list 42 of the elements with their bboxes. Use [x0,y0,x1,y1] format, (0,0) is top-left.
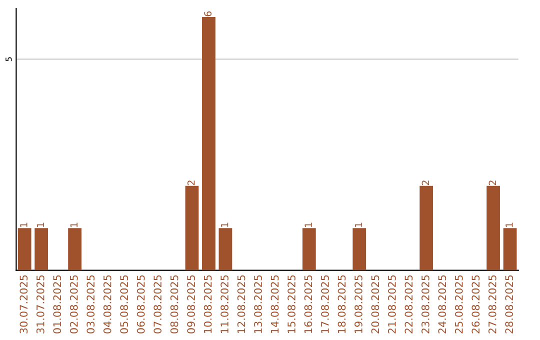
x-tick-label: 18.08.2025 [338,275,346,333]
data-label: 1 [304,222,312,228]
x-tick-label: 16.08.2025 [304,275,312,333]
x-tick-label: 19.08.2025 [354,275,362,333]
x-tick-label: 24.08.2025 [438,275,446,334]
x-tick-label: 27.08.2025 [488,275,496,334]
x-tick-label: 01.08.2025 [53,275,62,334]
data-label: 1 [70,222,78,228]
x-tick-label: 10.08.2025 [204,275,212,333]
data-label: 1 [354,222,362,228]
data-label: 1 [20,222,28,228]
x-tick-label: 02.08.2025 [70,275,78,334]
x-tick-label: 30.07.2025 [20,275,28,334]
data-label: 1 [506,222,513,228]
data-label: 2 [422,180,430,186]
x-tick-label: 15.08.2025 [288,275,296,333]
x-tick-label: 26.08.2025 [472,275,480,334]
x-tick-label: 20.08.2025 [371,275,380,334]
x-tick-label: 07.08.2025 [154,275,162,334]
x-tick-label: 28.08.2025 [505,275,514,334]
y-tick-label: 5 [6,57,12,62]
x-tick-label: 11.08.2025 [220,275,228,333]
x-tick-label: 05.08.2025 [120,275,128,334]
data-label: 2 [488,180,496,186]
x-tick-label: 17.08.2025 [321,275,329,333]
x-tick-label: 14.08.2025 [270,275,279,333]
x-tick-label: 23.08.2025 [421,275,430,334]
x-tick-label: 12.08.2025 [237,275,246,333]
data-label: 6 [204,11,212,16]
x-tick-label: 09.08.2025 [187,275,195,334]
x-tick-label: 21.08.2025 [388,275,396,334]
data-label: 1 [221,222,228,228]
x-tick-label: 31.07.2025 [36,275,44,334]
x-tick-label: 03.08.2025 [86,275,95,334]
x-tick-label: 04.08.2025 [103,275,112,334]
x-tick-label: 22.08.2025 [404,275,413,334]
x-tick-label: 25.08.2025 [454,275,463,334]
data-label: 2 [187,180,195,186]
data-label: 1 [36,222,44,228]
x-tick-label: 06.08.2025 [136,275,145,334]
x-tick-label: 08.08.2025 [170,275,178,334]
x-tick-label: 13.08.2025 [254,275,262,333]
